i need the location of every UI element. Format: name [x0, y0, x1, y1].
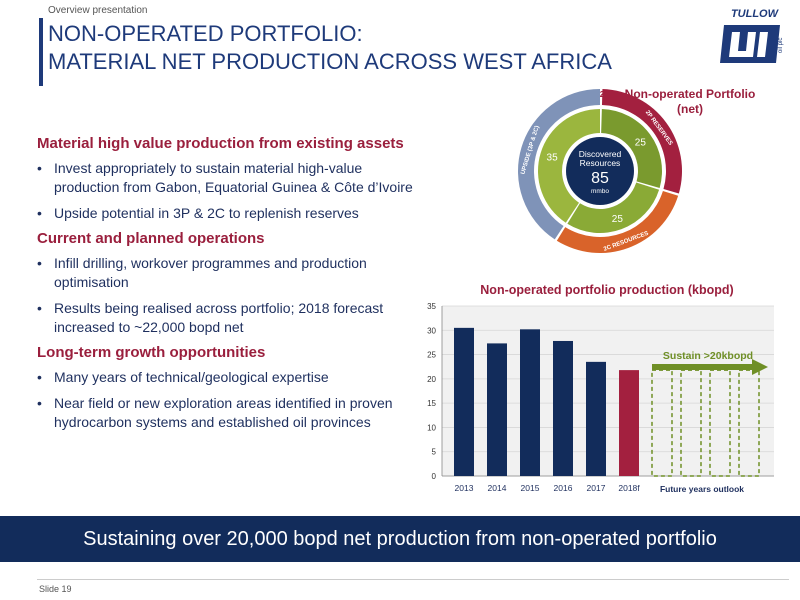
donut-outer-segment	[601, 89, 682, 194]
x-tick-label: 2018f	[618, 483, 640, 493]
y-tick-label: 0	[432, 472, 437, 481]
production-bar-chart: Non-operated portfolio production (kbopd…	[427, 283, 774, 494]
section-heading-operations: Current and planned operations	[37, 230, 265, 247]
title-line-2: MATERIAL NET PRODUCTION ACROSS WEST AFRI…	[48, 49, 612, 74]
donut-center-unit: mmbo	[591, 188, 609, 195]
chart-title: Non-operated portfolio production (kbopd…	[480, 283, 733, 297]
presentation-kicker: Overview presentation	[48, 5, 148, 16]
footer-divider	[37, 579, 789, 580]
slide-number: Slide 19	[39, 584, 72, 594]
bullet-item: Upside potential in 3P & 2C to replenish…	[37, 204, 417, 223]
bar-2017	[586, 361, 606, 476]
future-dashed-bar	[709, 369, 731, 477]
sustain-arrow-head-icon	[752, 359, 768, 375]
donut-segment-value: 25	[612, 214, 624, 225]
bar-2013	[454, 327, 474, 476]
bullet-item: Infill drilling, workover programmes and…	[37, 254, 417, 292]
y-tick-label: 25	[427, 351, 436, 360]
y-tick-label: 35	[427, 302, 436, 311]
section-heading-production: Material high value production from exis…	[37, 135, 404, 152]
bullet-sections: Material high value production from exis…	[37, 135, 417, 439]
donut-outer-segment	[518, 89, 600, 240]
logo-mark-bar-icon	[757, 32, 768, 57]
donut-segment-value: 25	[635, 137, 647, 148]
donut-segment-value: 35	[547, 153, 559, 164]
y-tick-label: 30	[427, 326, 436, 335]
future-dashed-bar	[651, 369, 673, 477]
x-tick-label: 2013	[455, 483, 474, 493]
sustain-arrow-shaft	[652, 364, 752, 370]
future-dashed-bar	[738, 369, 760, 477]
future-dashed-bar	[680, 369, 702, 477]
bar-2018f	[619, 370, 639, 476]
sustain-annotation: Sustain >20kbopd	[663, 350, 753, 362]
bullet-item: Many years of technical/geological exper…	[37, 368, 417, 387]
donut-center-title: Resources	[580, 158, 621, 168]
donut-top-marker: 2	[600, 90, 605, 99]
title-line-1: NON-OPERATED PORTFOLIO:	[48, 21, 363, 46]
bar-2016	[553, 340, 573, 476]
bullet-item: Results being realised across portfolio;…	[37, 299, 417, 337]
logo-mark-icon	[729, 32, 756, 57]
donut-inner-segment	[538, 108, 600, 223]
tullow-logo: TULLOW oil plc	[720, 8, 784, 63]
future-years-label: Future years outlook	[660, 484, 744, 494]
donut-center-value: 85	[591, 170, 609, 187]
bar-2015	[520, 329, 540, 476]
donut-chart-label: Non-operated Portfolio (net)	[624, 87, 756, 116]
x-tick-label: 2015	[521, 483, 540, 493]
x-tick-label: 2016	[554, 483, 573, 493]
x-tick-label: 2014	[488, 483, 507, 493]
donut-outer-segment	[556, 190, 679, 253]
donut-inner-segment	[567, 182, 660, 233]
x-tick-label: 2017	[587, 483, 606, 493]
summary-banner: Sustaining over 20,000 bopd net producti…	[0, 516, 800, 562]
bullet-item: Near field or new exploration areas iden…	[37, 394, 417, 432]
section-heading-growth: Long-term growth opportunities	[37, 344, 266, 361]
y-tick-label: 5	[432, 448, 437, 457]
bar-2014	[487, 343, 507, 476]
page-title: NON-OPERATED PORTFOLIO: MATERIAL NET PRO…	[48, 20, 612, 76]
logo-subtext: oil plc	[778, 38, 784, 53]
donut-inner-segment	[601, 109, 662, 188]
y-tick-label: 20	[427, 375, 436, 384]
y-tick-label: 15	[427, 399, 436, 408]
donut-center-title: Discovered	[579, 149, 622, 159]
y-tick-label: 10	[427, 423, 436, 432]
bullet-item: Invest appropriately to sustain material…	[37, 159, 417, 197]
logo-wordmark: TULLOW	[731, 8, 780, 20]
donut-center-circle	[566, 137, 634, 205]
title-accent-bar	[39, 18, 43, 86]
